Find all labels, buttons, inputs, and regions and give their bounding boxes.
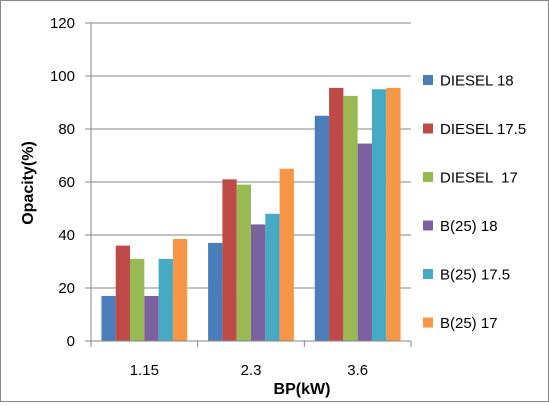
- legend-swatch: [423, 75, 433, 85]
- x-tick-label: 1.15: [130, 362, 159, 379]
- y-tick-label: 80: [58, 121, 75, 138]
- y-tick-label: 100: [50, 68, 75, 85]
- y-tick-label: 20: [58, 280, 75, 297]
- bar: [101, 295, 116, 341]
- bar: [357, 143, 372, 341]
- y-tick-label: 120: [50, 15, 75, 32]
- legend-swatch: [423, 172, 433, 182]
- bar: [130, 258, 145, 341]
- y-tick-label: 40: [58, 227, 75, 244]
- bar: [279, 168, 294, 341]
- bar: [329, 87, 344, 341]
- legend-swatch: [423, 269, 433, 279]
- bar: [236, 184, 251, 341]
- legend: DIESEL 18 DIESEL 17.5 DIESEL 17 B(25) 18 B(2…: [423, 73, 526, 332]
- bars: [101, 87, 401, 341]
- bar: [115, 245, 131, 341]
- legend-swatch: [423, 317, 433, 328]
- y-axis-title: Opacity(%): [20, 141, 37, 225]
- axes: [85, 22, 412, 347]
- bar: [314, 115, 330, 341]
- legend-label: B(25) 17.5: [440, 267, 510, 284]
- bar: [386, 87, 401, 341]
- legend-label: DIESEL 18: [440, 73, 514, 90]
- y-tick-label: 0: [67, 333, 75, 350]
- legend-swatch: [423, 220, 433, 231]
- bar: [158, 258, 173, 341]
- bar: [208, 242, 223, 341]
- legend-label: B(25) 18: [440, 218, 498, 235]
- bar: [265, 213, 280, 341]
- bar: [343, 95, 358, 341]
- tick-labels: 0 20 40 60 80 100 120 1.15 2.3 3.6: [50, 15, 368, 379]
- y-tick-label: 60: [58, 174, 75, 191]
- bar: [251, 224, 266, 341]
- x-tick-label: 3.6: [347, 362, 368, 379]
- bar: [172, 238, 188, 341]
- bar: [371, 89, 387, 341]
- legend-swatch: [423, 123, 433, 134]
- legend-label: DIESEL 17.5: [440, 121, 526, 138]
- legend-label: B(25) 17: [440, 315, 498, 332]
- legend-label: DIESEL 17: [440, 170, 518, 187]
- x-axis-title: BP(kW): [274, 381, 331, 398]
- x-tick-label: 2.3: [241, 362, 262, 379]
- bar: [144, 295, 159, 341]
- bar: [222, 179, 237, 341]
